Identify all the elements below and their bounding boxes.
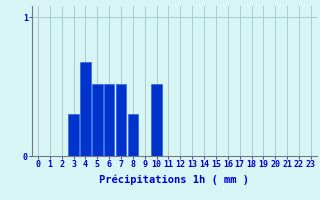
X-axis label: Précipitations 1h ( mm ): Précipitations 1h ( mm ) (100, 175, 249, 185)
Bar (151, 84, 162, 156)
Bar (116, 84, 126, 156)
Bar (128, 114, 138, 156)
Bar (92, 84, 103, 156)
Bar (80, 62, 91, 156)
Bar (68, 114, 79, 156)
Bar (104, 84, 115, 156)
